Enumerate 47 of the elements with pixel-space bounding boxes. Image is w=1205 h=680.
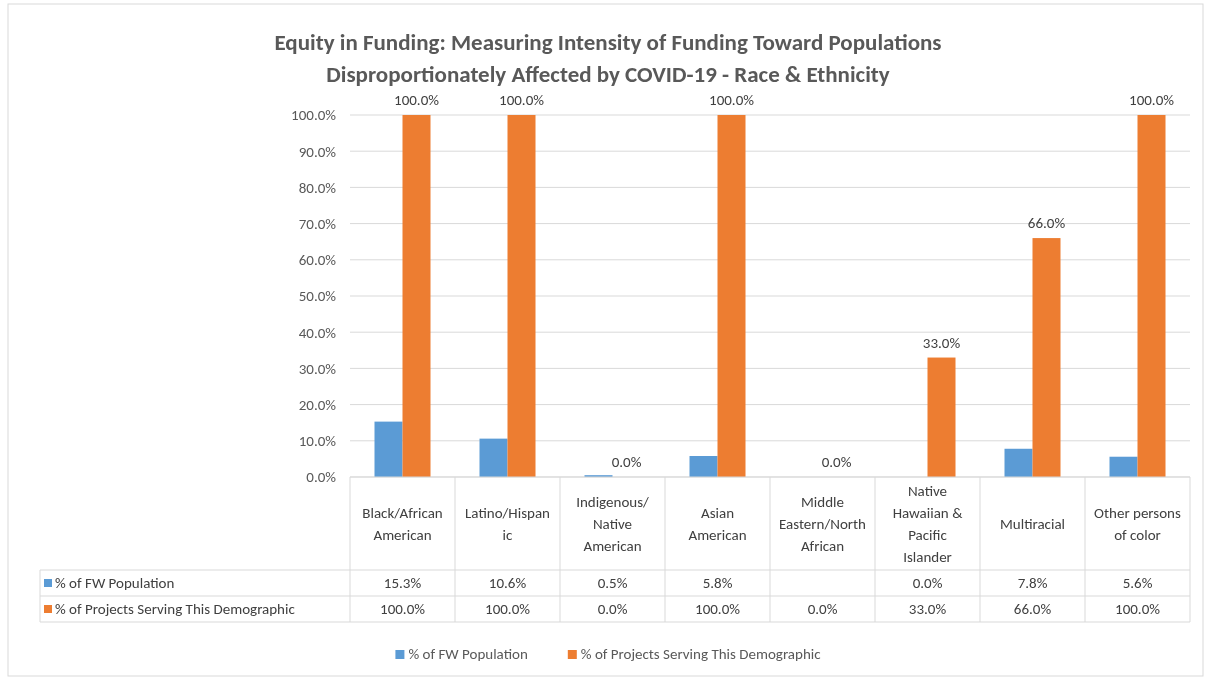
data-label: 100.0% — [485, 600, 531, 618]
text: 66.0% — [1027, 214, 1066, 233]
text: % of FW Population — [55, 574, 175, 592]
y-tick-label: 50.0% — [298, 287, 337, 306]
y-tick-label: 40.0% — [298, 323, 337, 342]
y-tick-label: 90.0% — [298, 142, 337, 161]
text: % of Projects Serving This Demographic — [580, 645, 821, 663]
data-label: 5.6% — [1122, 574, 1153, 592]
x-tick-label: Middle Eastern/North African — [779, 492, 866, 555]
x-tick-label: Black/African American — [362, 503, 443, 544]
chart-title: Equity in Funding: Measuring Intensity of Funding Toward Populations Disproportionately Affected by COVID-19 - Race & Ethnicity — [274, 28, 942, 88]
x-tick-label: Multiracial — [999, 514, 1066, 533]
y-tick-label: 30.0% — [298, 359, 337, 378]
y-tick-label: 100.0% — [291, 106, 337, 125]
data-label: 0.5% — [597, 574, 628, 592]
x-tick-label: Other persons of color — [1094, 503, 1182, 544]
legend-label: % of FW Population — [408, 645, 528, 663]
text: 0.0% — [611, 453, 642, 471]
data-label: 5.8% — [702, 574, 733, 592]
data-label: 66.0% — [1013, 600, 1052, 618]
data-label: 100.0% — [380, 600, 426, 618]
legend-label: % of Projects Serving This Demographic — [55, 600, 296, 618]
data-label: 100.0% — [1115, 600, 1161, 618]
x-tick-label: Indigenous/ Native American — [576, 492, 650, 555]
data-label: 0.0% — [912, 574, 943, 592]
y-tick-label: 60.0% — [298, 251, 337, 270]
y-tick-label: 0.0% — [306, 468, 337, 487]
text: 33.0% — [922, 333, 961, 352]
data-label: 7.8% — [1017, 574, 1048, 592]
x-tick-label: Asian American — [688, 503, 747, 544]
text: 0.0% — [821, 453, 852, 471]
x-tick-label: Latino/Hispanic — [465, 503, 550, 544]
text: 100.0% — [394, 91, 439, 109]
y-tick-label: 80.0% — [298, 178, 337, 197]
data-label: 0.0% — [597, 600, 628, 618]
x-tick-label: Native Hawaiian & Pacific Islander — [892, 481, 964, 566]
y-tick-label: 10.0% — [298, 432, 337, 451]
data-label: 10.6% — [488, 574, 527, 592]
text: 100.0% — [499, 91, 544, 109]
data-label: 33.0% — [908, 600, 947, 618]
data-label: 100.0% — [695, 600, 741, 618]
text: 100.0% — [1129, 91, 1174, 109]
y-tick-label: 20.0% — [298, 395, 337, 414]
text: 100.0% — [709, 91, 754, 109]
data-label: 15.3% — [383, 574, 422, 592]
data-label: 0.0% — [807, 600, 838, 618]
y-tick-label: 70.0% — [298, 214, 337, 233]
